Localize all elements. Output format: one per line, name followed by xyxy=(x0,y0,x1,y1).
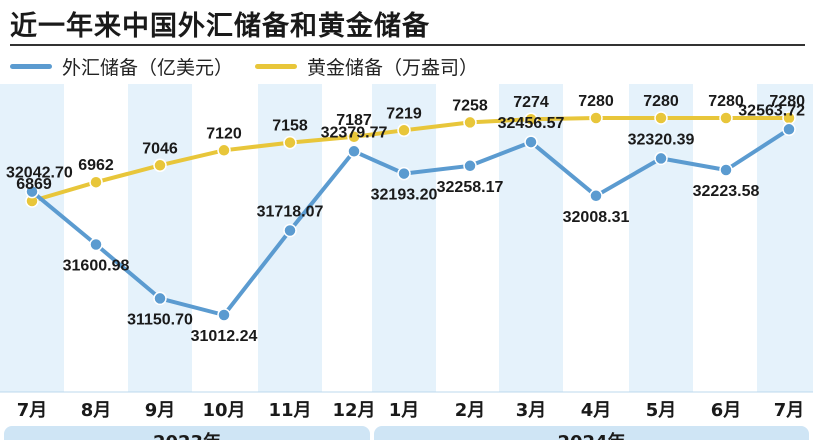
chart-title: 近一年来中国外汇储备和黄金储备 xyxy=(10,11,430,42)
x-tick-label: 6月 xyxy=(711,400,742,421)
forex-reserve-point xyxy=(25,184,39,199)
background-stripe xyxy=(128,84,192,392)
title-divider xyxy=(10,44,805,46)
gold-reserve-point xyxy=(89,175,103,189)
x-tick-label: 5月 xyxy=(646,400,677,421)
gold-reserve-point xyxy=(654,111,668,125)
year-band xyxy=(4,426,370,440)
gold-reserve-data-label: 7120 xyxy=(206,125,242,142)
forex-reserve-point xyxy=(153,291,167,306)
gold-reserve-point xyxy=(347,130,361,144)
legend-swatch-gold xyxy=(255,63,298,69)
x-tick-label: 12月 xyxy=(332,400,375,421)
gold-reserve-point xyxy=(719,111,733,125)
gold-reserve-data-label: 7219 xyxy=(386,105,422,122)
forex-reserve-point xyxy=(719,163,733,177)
x-tick-label: 11月 xyxy=(268,400,311,421)
forex-reserve-data-label: 31150.70 xyxy=(127,311,193,328)
forex-reserve-data-label: 31718.07 xyxy=(257,203,324,220)
gold-reserve-point xyxy=(589,111,603,125)
forex-reserve-data-label: 32008.31 xyxy=(563,209,630,226)
gold-reserve-point xyxy=(463,115,477,130)
x-tick-label: 9月 xyxy=(145,400,176,421)
background-stripe xyxy=(499,84,563,392)
year-label: 2023年 xyxy=(153,431,221,440)
x-tick-label: 4月 xyxy=(581,400,612,421)
forex-reserve-data-label: 32042.70 xyxy=(6,165,73,182)
forex-reserve-point xyxy=(283,223,297,238)
gold-reserve-point xyxy=(524,112,538,126)
forex-reserve-data-label: 32379.77 xyxy=(321,124,388,141)
x-tick-label: 3月 xyxy=(516,400,547,421)
forex-reserve-data-label: 31012.24 xyxy=(191,328,258,345)
forex-reserve-point xyxy=(654,151,668,166)
gold-reserve-point xyxy=(283,135,297,150)
legend-swatch-forex xyxy=(10,63,52,69)
forex-reserve-point xyxy=(217,308,231,322)
x-tick-label: 8月 xyxy=(81,400,112,421)
gold-reserve-point xyxy=(217,143,231,158)
gold-reserve-data-label: 7158 xyxy=(272,118,308,135)
gold-reserve-data-label: 6869 xyxy=(16,176,52,193)
gold-reserve-data-label: 7274 xyxy=(513,94,549,111)
legend-label-gold: 黄金储备（万盎司） xyxy=(307,56,479,79)
gold-reserve-data-label: 7280 xyxy=(708,93,744,110)
gold-reserve-data-label: 7280 xyxy=(769,93,805,110)
legend-item-gold: 黄金储备（万盎司） xyxy=(255,53,478,80)
forex-reserve-point xyxy=(397,166,411,181)
gold-reserve-data-label: 7258 xyxy=(452,97,488,114)
legend: 外汇储备（亿美元） 黄金储备（万盎司） xyxy=(10,53,500,80)
x-tick-label: 7月 xyxy=(17,400,48,421)
gold-reserve-data-label: 7046 xyxy=(142,140,178,157)
gold-reserve-data-label: 7187 xyxy=(336,112,372,129)
forex-reserve-data-label: 32320.39 xyxy=(628,131,695,148)
gold-reserve-data-label: 6962 xyxy=(78,157,114,174)
background-stripe xyxy=(258,84,322,392)
year-label: 2024年 xyxy=(557,431,625,440)
forex-reserve-data-label: 32258.17 xyxy=(437,179,504,196)
gold-reserve-data-label: 7280 xyxy=(643,93,679,110)
forex-reserve-data-label: 31600.98 xyxy=(63,258,130,275)
forex-reserve-point xyxy=(89,237,103,252)
x-tick-label: 1月 xyxy=(389,400,420,421)
forex-reserve-data-label: 32223.58 xyxy=(693,183,760,200)
background-stripe xyxy=(757,84,813,392)
x-tick-label: 2月 xyxy=(455,400,486,421)
year-band xyxy=(374,426,809,440)
gold-reserve-data-label: 7280 xyxy=(578,93,614,110)
forex-reserve-point xyxy=(347,144,361,159)
forex-reserve-data-label: 32563.72 xyxy=(738,102,805,119)
background-stripe xyxy=(629,84,693,392)
forex-reserve-data-label: 32456.57 xyxy=(498,115,565,132)
legend-item-forex: 外汇储备（亿美元） xyxy=(10,53,233,80)
background-stripe xyxy=(0,84,64,392)
legend-label-forex: 外汇储备（亿美元） xyxy=(62,56,234,79)
forex-reserve-data-label: 32193.20 xyxy=(371,187,438,204)
forex-reserve-point xyxy=(463,159,477,173)
gold-reserve-point xyxy=(153,158,167,173)
forex-reserve-point xyxy=(589,189,603,203)
forex-reserve-point xyxy=(782,122,796,137)
gold-reserve-point xyxy=(397,123,411,138)
forex-reserve-point xyxy=(524,135,538,149)
x-tick-label: 7月 xyxy=(774,400,805,421)
x-tick-label: 10月 xyxy=(202,400,245,421)
